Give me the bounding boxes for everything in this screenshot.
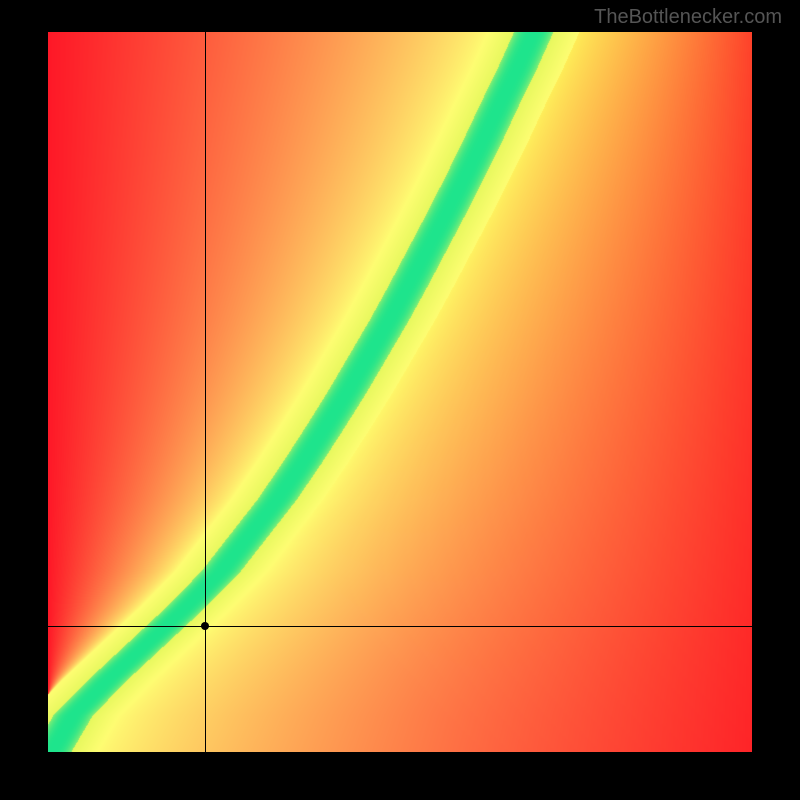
figure-frame: TheBottlenecker.com: [0, 0, 800, 800]
plot-area: [48, 32, 752, 752]
watermark-text: TheBottlenecker.com: [594, 6, 782, 29]
heatmap-canvas: [48, 32, 752, 752]
crosshair-vertical: [205, 32, 206, 752]
crosshair-dot: [201, 622, 209, 630]
crosshair-horizontal: [48, 626, 752, 627]
